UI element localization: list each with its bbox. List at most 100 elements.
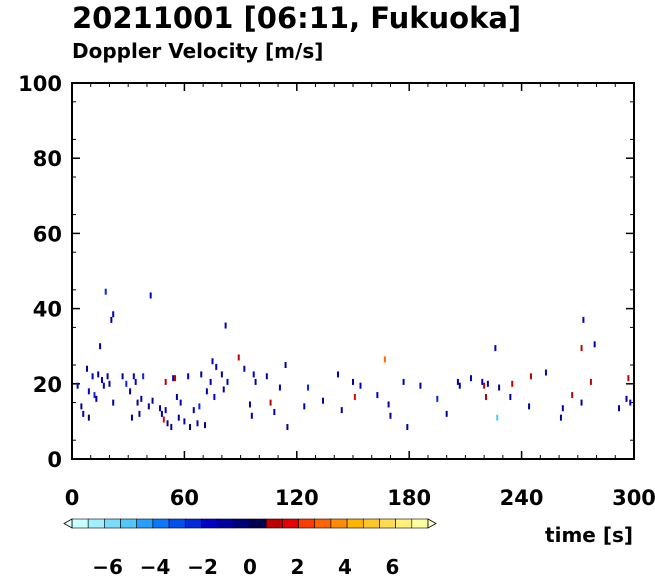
velocity-point (629, 399, 632, 406)
velocity-point (205, 388, 208, 395)
velocity-point (192, 407, 195, 414)
velocity-point (243, 365, 246, 372)
x-tick-label: 300 (612, 486, 655, 510)
colorbar-segment (346, 518, 364, 529)
velocity-point (389, 412, 392, 419)
colorbar-segment (249, 518, 267, 529)
velocity-point (130, 414, 133, 421)
velocity-point (121, 373, 124, 380)
velocity-point (215, 363, 218, 370)
velocity-point (183, 418, 186, 425)
y-tick-label: 40 (33, 298, 62, 322)
colorbar-segment (362, 518, 380, 529)
chart-subtitle: Doppler Velocity [m/s] (72, 39, 323, 63)
velocity-point (164, 407, 167, 414)
velocity-point (436, 395, 439, 402)
velocity-point (76, 382, 79, 389)
velocity-point (509, 393, 512, 400)
velocity-point (175, 393, 178, 400)
velocity-point (95, 395, 98, 402)
velocity-point (486, 380, 489, 387)
velocity-point (307, 384, 310, 391)
data-points (76, 288, 632, 431)
colorbar-segment (298, 518, 316, 529)
y-tick-label: 100 (18, 72, 62, 96)
velocity-point (85, 365, 88, 372)
colorbar-segment (217, 518, 235, 529)
velocity-point (87, 414, 90, 421)
velocity-point (80, 403, 83, 410)
velocity-point (189, 424, 192, 431)
velocity-point (187, 373, 190, 380)
velocity-point (561, 405, 564, 412)
velocity-point (129, 388, 132, 395)
colorbar-segment (168, 518, 186, 529)
velocity-point (494, 345, 497, 352)
colorbar-tick-label: −4 (140, 555, 171, 577)
colorbar-tick-label: 2 (291, 555, 305, 577)
colorbar-segment (184, 518, 202, 529)
velocity-point (402, 378, 405, 385)
velocity-point (353, 393, 356, 400)
velocity-point (149, 292, 152, 299)
velocity-point (496, 414, 499, 421)
plot-frame (71, 82, 635, 460)
velocity-point (204, 422, 207, 429)
y-axis: 0 20 40 60 80 100 (18, 72, 634, 472)
velocity-point (104, 288, 107, 295)
velocity-point (278, 384, 281, 391)
velocity-point (252, 371, 255, 378)
colorbar-segment (395, 518, 413, 529)
velocity-point (286, 424, 289, 431)
velocity-point (580, 345, 583, 352)
velocity-point (571, 392, 574, 399)
colorbar-segment (120, 518, 138, 529)
velocity-point (97, 371, 100, 378)
velocity-point (136, 399, 139, 406)
chart-title: 20211001 [06:11, Fukuoka] (72, 1, 521, 35)
velocity-point (142, 373, 145, 380)
colorbar-max-arrow (427, 518, 437, 529)
velocity-point (220, 371, 223, 378)
velocity-point (470, 375, 473, 382)
x-tick-label: 240 (500, 486, 544, 510)
x-axis: 0 60 120 180 240 300 (65, 83, 655, 510)
velocity-point (383, 356, 386, 363)
colorbar-segment (71, 518, 89, 529)
colorbar-segment (314, 518, 332, 529)
velocity-point (112, 399, 115, 406)
velocity-point (211, 358, 214, 365)
velocity-point (177, 414, 180, 421)
velocity-point (106, 373, 109, 380)
velocity-point (209, 378, 212, 385)
colorbar-segment (379, 518, 396, 529)
velocity-point (529, 373, 532, 380)
velocity-point (196, 420, 199, 427)
velocity-point (273, 409, 276, 415)
velocity-point (269, 399, 272, 406)
velocity-point (138, 410, 141, 417)
velocity-point (625, 395, 628, 402)
velocity-point (387, 401, 390, 408)
colorbar: −6 −4 −2 0 2 4 6 (63, 518, 437, 577)
velocity-point (419, 382, 422, 389)
x-tick-label: 120 (275, 486, 319, 510)
velocity-point (222, 386, 225, 393)
x-tick-label: 0 (65, 486, 80, 510)
colorbar-tick-label: 4 (338, 555, 352, 577)
velocity-point (162, 416, 165, 423)
velocity-point (200, 371, 203, 378)
velocity-point (303, 403, 306, 410)
colorbar-segment (282, 518, 299, 529)
velocity-point (458, 382, 461, 389)
colorbar-tick-label: 6 (385, 555, 399, 577)
velocity-point (589, 378, 592, 385)
velocity-point (627, 375, 630, 382)
velocity-point (511, 380, 514, 387)
velocity-point (213, 393, 216, 400)
colorbar-segment (330, 518, 348, 529)
velocity-point (593, 341, 596, 348)
velocity-point (91, 373, 94, 380)
velocity-point (528, 403, 531, 410)
